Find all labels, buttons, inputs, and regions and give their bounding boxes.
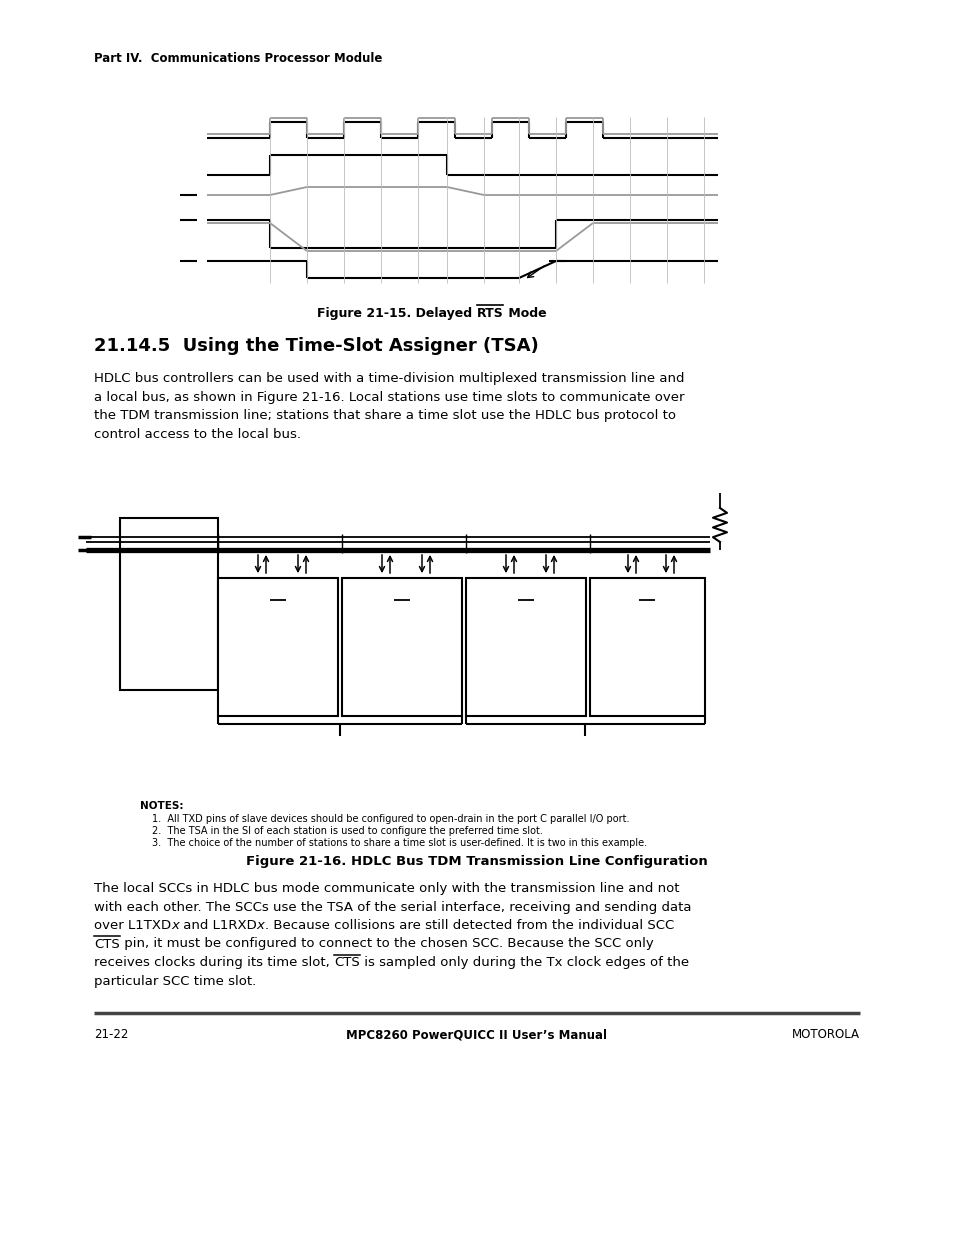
Text: HDLC bus controllers can be used with a time-division multiplexed transmission l: HDLC bus controllers can be used with a … — [94, 372, 684, 385]
Text: 21.14.5  Using the Time-Slot Assigner (TSA): 21.14.5 Using the Time-Slot Assigner (TS… — [94, 337, 538, 354]
Bar — [465, 578, 585, 716]
Text: control access to the local bus.: control access to the local bus. — [94, 427, 301, 441]
Text: 1.  All TXD pins of slave devices should be configured to open-drain in the port: 1. All TXD pins of slave devices should … — [152, 814, 629, 824]
Text: CTS: CTS — [94, 937, 120, 951]
Text: Part IV.  Communications Processor Module: Part IV. Communications Processor Module — [94, 52, 382, 65]
Bar — [120, 517, 218, 690]
Text: 3.  The choice of the number of stations to share a time slot is user-defined. I: 3. The choice of the number of stations … — [152, 839, 646, 848]
Text: pin, it must be configured to connect to the chosen SCC. Because the SCC only: pin, it must be configured to connect to… — [120, 937, 653, 951]
Text: 2.  The TSA in the SI of each station is used to configure the preferred time sl: 2. The TSA in the SI of each station is … — [152, 826, 542, 836]
Text: RTS: RTS — [476, 308, 503, 320]
Text: CTS: CTS — [334, 956, 359, 969]
Bar — [218, 578, 337, 716]
Text: Figure 21-15. Delayed: Figure 21-15. Delayed — [317, 308, 476, 320]
Text: NOTES:: NOTES: — [140, 802, 183, 811]
Text: over L1TXD: over L1TXD — [94, 919, 171, 932]
Bar — [341, 578, 461, 716]
Text: Figure 21-16. HDLC Bus TDM Transmission Line Configuration: Figure 21-16. HDLC Bus TDM Transmission … — [246, 855, 707, 868]
Text: MOTOROLA: MOTOROLA — [791, 1028, 859, 1041]
Text: is sampled only during the Tx clock edges of the: is sampled only during the Tx clock edge… — [359, 956, 688, 969]
Text: a local bus, as shown in Figure 21-16. Local stations use time slots to communic: a local bus, as shown in Figure 21-16. L… — [94, 390, 684, 404]
Text: MPC8260 PowerQUICC II User’s Manual: MPC8260 PowerQUICC II User’s Manual — [346, 1028, 607, 1041]
Text: x: x — [256, 919, 264, 932]
Text: particular SCC time slot.: particular SCC time slot. — [94, 974, 256, 988]
Text: Mode: Mode — [503, 308, 546, 320]
Text: x: x — [171, 919, 179, 932]
Text: the TDM transmission line; stations that share a time slot use the HDLC bus prot: the TDM transmission line; stations that… — [94, 409, 676, 422]
Bar — [589, 578, 704, 716]
Text: The local SCCs in HDLC bus mode communicate only with the transmission line and : The local SCCs in HDLC bus mode communic… — [94, 882, 679, 895]
Text: with each other. The SCCs use the TSA of the serial interface, receiving and sen: with each other. The SCCs use the TSA of… — [94, 900, 691, 914]
Text: . Because collisions are still detected from the individual SCC: . Because collisions are still detected … — [264, 919, 673, 932]
Text: and L1RXD: and L1RXD — [179, 919, 256, 932]
Text: 21-22: 21-22 — [94, 1028, 129, 1041]
Text: receives clocks during its time slot,: receives clocks during its time slot, — [94, 956, 334, 969]
